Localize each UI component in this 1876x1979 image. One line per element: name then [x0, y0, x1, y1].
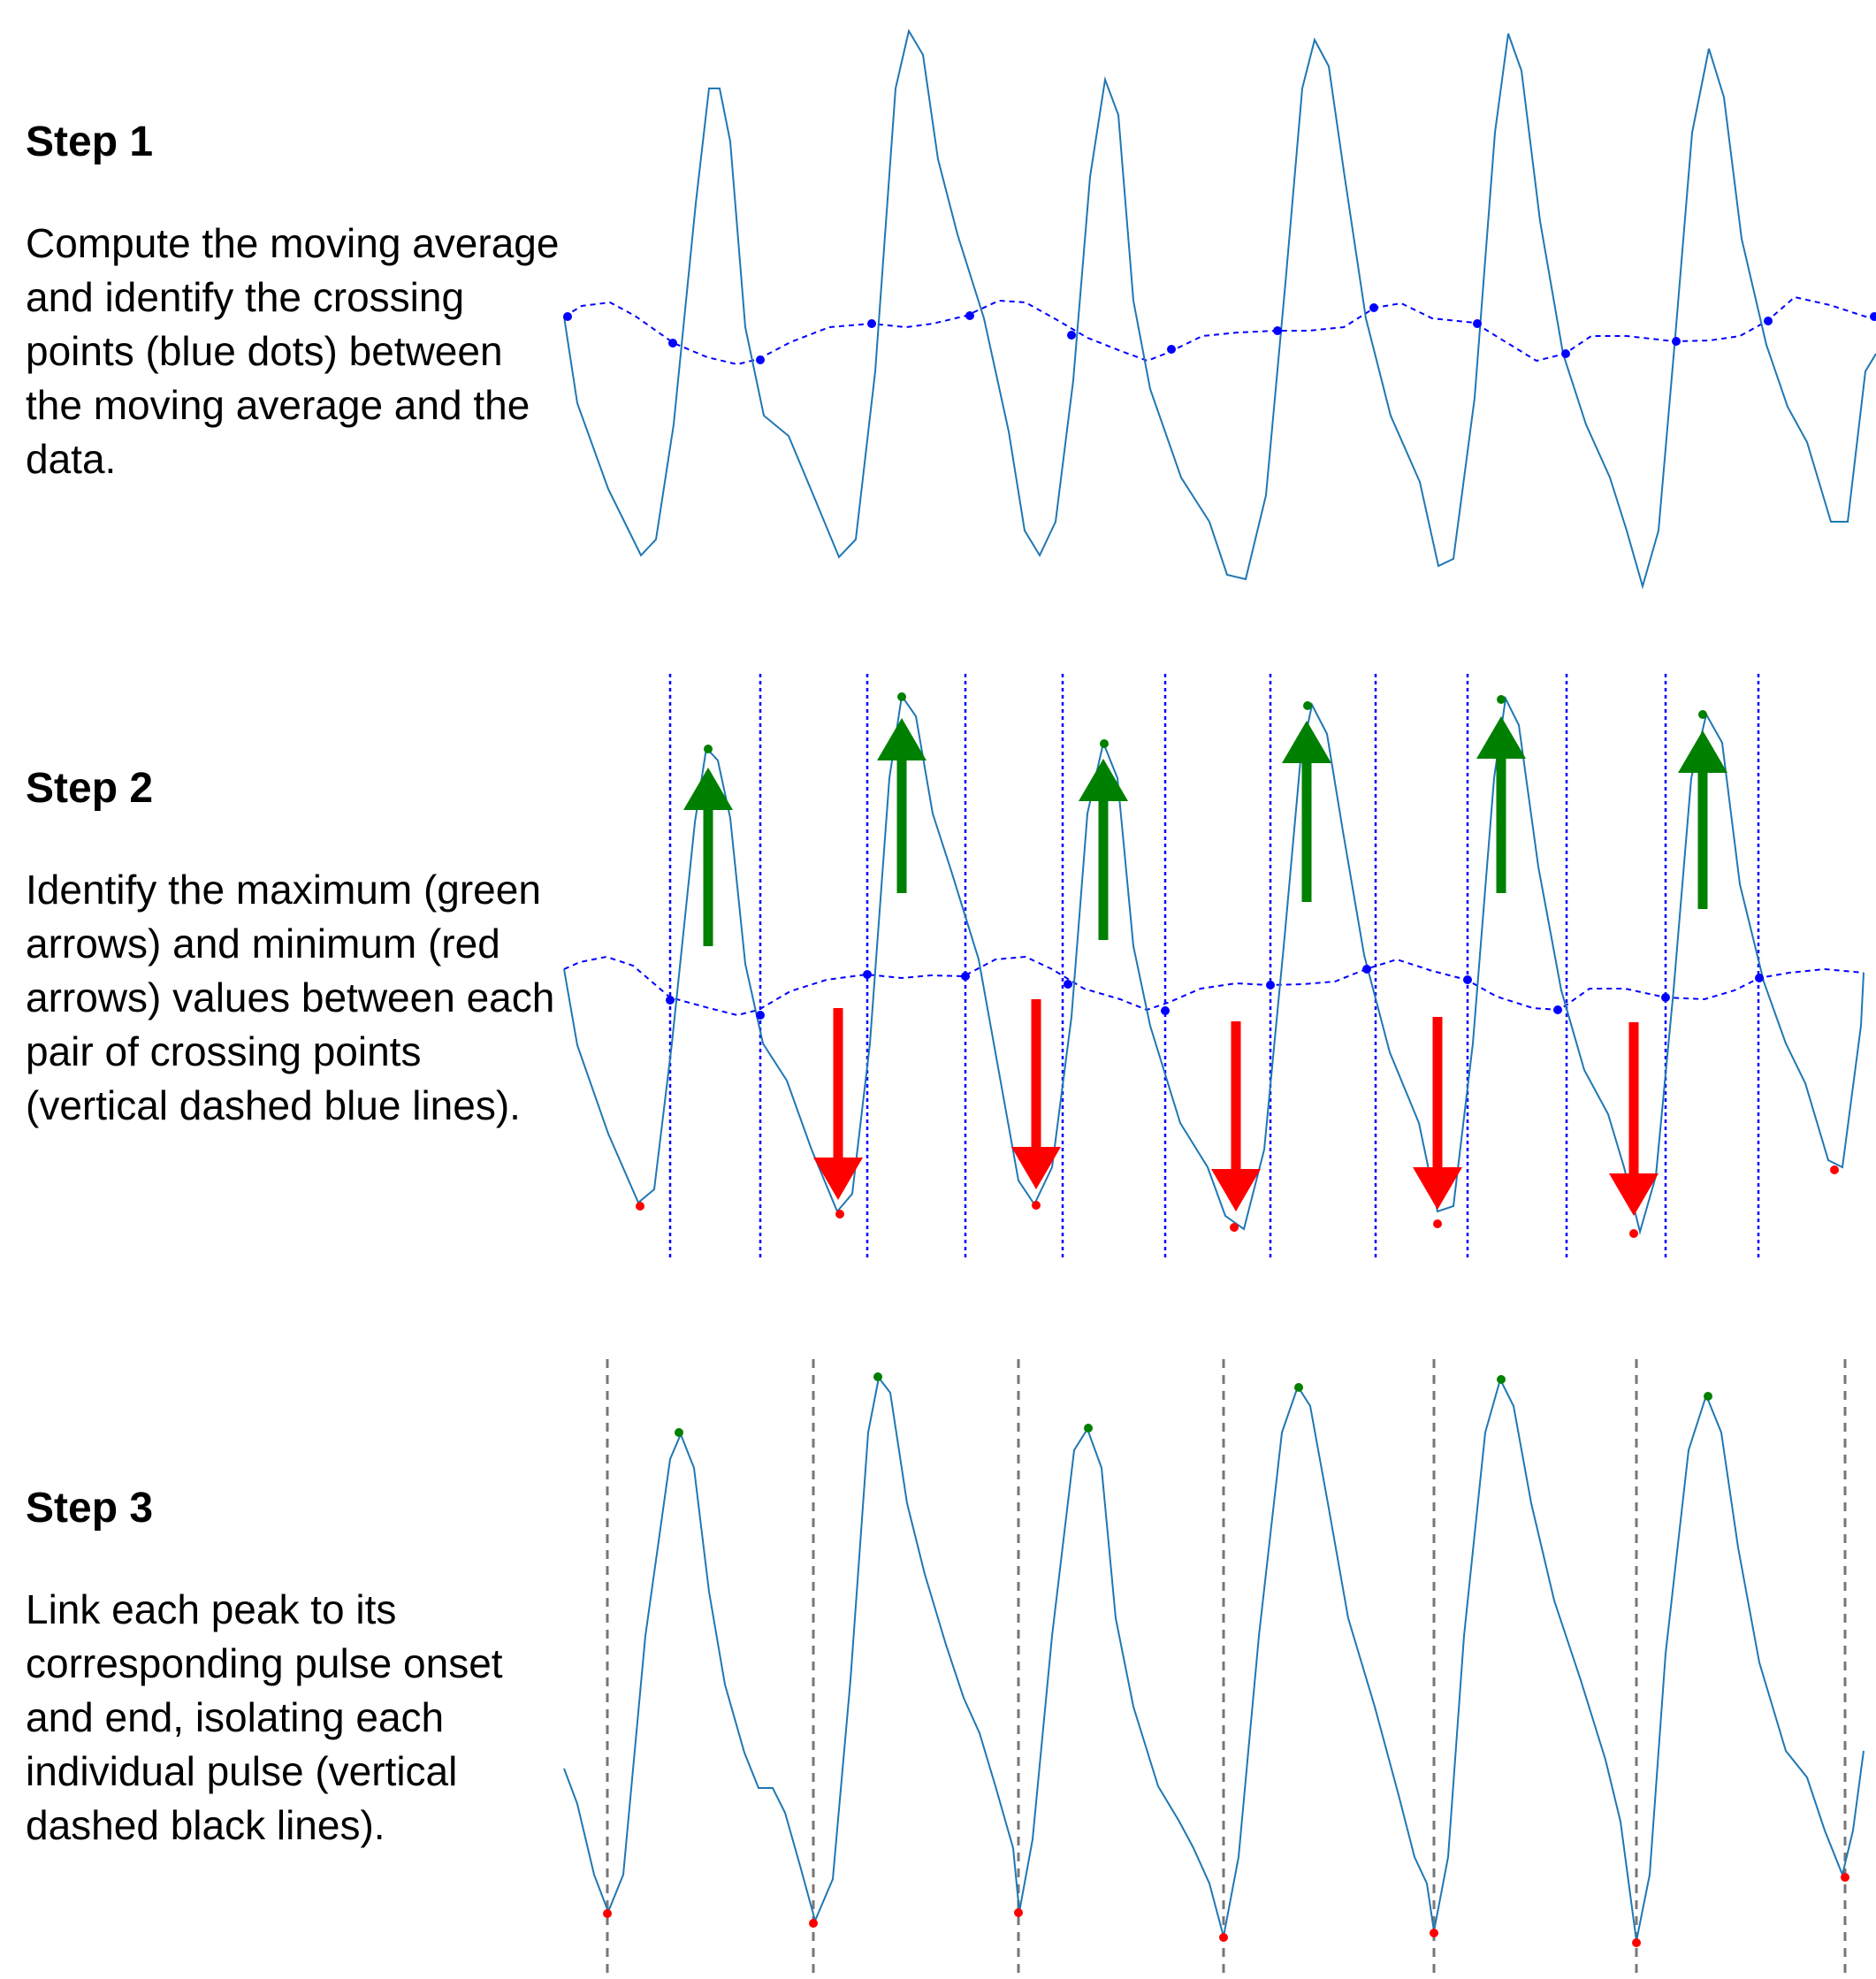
max-arrow-head	[1476, 716, 1526, 759]
peak-point	[675, 1428, 683, 1437]
step-2-block: Step 2 Identify the maximum (green arrow…	[26, 762, 569, 1133]
max-arrow-head	[1678, 730, 1727, 773]
min-arrow-head	[1609, 1173, 1659, 1216]
crossing-point	[1167, 345, 1176, 354]
max-arrow-head	[1282, 721, 1331, 763]
minimum-point	[1629, 1229, 1638, 1238]
signal-line	[563, 28, 1876, 590]
maximum-point	[704, 745, 713, 753]
crossing-point	[1161, 1006, 1170, 1015]
step-1-title: Step 1	[26, 118, 154, 165]
minimum-point	[1230, 1223, 1239, 1232]
onset-point	[809, 1919, 818, 1928]
crossing-point	[1369, 303, 1378, 312]
onset-point	[1632, 1938, 1641, 1947]
peak-point	[1084, 1424, 1093, 1433]
crossing-point	[1755, 974, 1764, 982]
minimum-point	[1032, 1201, 1041, 1210]
min-arrow-head	[1211, 1169, 1261, 1211]
crossing-point	[756, 355, 765, 364]
onset-point	[1841, 1873, 1849, 1882]
peak-point	[1294, 1383, 1303, 1392]
step-3-description: Link each peak to its corresponding puls…	[26, 1586, 503, 1848]
crossing-point	[1870, 312, 1876, 321]
step-1-plot	[563, 28, 1876, 590]
max-arrow-head	[683, 768, 733, 810]
crossing-point	[863, 970, 872, 979]
min-arrow-head	[1011, 1147, 1061, 1189]
signal-line	[563, 1375, 1865, 1942]
crossing-point	[1553, 1005, 1562, 1014]
moving-average-line	[563, 295, 1876, 366]
max-arrow-head	[877, 718, 927, 760]
crossing-point	[1473, 319, 1482, 328]
peak-point	[1497, 1375, 1506, 1384]
peak-point	[1704, 1392, 1712, 1401]
crossing-point	[1064, 980, 1072, 989]
step-1-block: Step 1 Compute the moving average and id…	[26, 116, 569, 486]
crossing-point	[1661, 993, 1670, 1002]
crossing-point	[965, 311, 974, 320]
maximum-point	[1100, 739, 1109, 748]
crossing-point	[1672, 337, 1681, 346]
step-3-title: Step 3	[26, 1485, 154, 1532]
crossing-point	[1266, 981, 1275, 990]
minimum-point	[1830, 1165, 1839, 1174]
step-3-plot	[563, 1359, 1865, 1979]
onset-point	[1014, 1908, 1023, 1917]
step-2-plot	[563, 674, 1865, 1260]
signal-line	[563, 693, 1865, 1235]
step-2-title: Step 2	[26, 765, 154, 812]
minimum-point	[636, 1202, 644, 1211]
crossing-point	[668, 339, 677, 348]
minimum-point	[835, 1210, 844, 1219]
crossing-point	[1764, 317, 1773, 325]
min-arrow-head	[813, 1158, 863, 1200]
step-1-description: Compute the moving average and identify …	[26, 220, 560, 482]
minimum-point	[1433, 1219, 1442, 1228]
crossing-point	[1273, 326, 1282, 335]
maximum-point	[1303, 701, 1312, 710]
maximum-point	[1497, 695, 1506, 704]
crossing-point	[867, 319, 876, 328]
max-arrow-head	[1079, 759, 1128, 801]
min-arrow-head	[1413, 1167, 1462, 1210]
crossing-point	[666, 996, 675, 1005]
crossing-point	[1561, 349, 1570, 358]
crossing-point	[961, 972, 970, 981]
maximum-point	[1698, 710, 1707, 719]
maximum-point	[897, 692, 906, 701]
onset-point	[1430, 1929, 1438, 1937]
step-2-description: Identify the maximum (green arrows) and …	[26, 867, 555, 1128]
moving-average-line	[563, 955, 1865, 1017]
crossing-point	[563, 312, 572, 321]
crossing-point	[1362, 965, 1371, 974]
crossing-point	[756, 1011, 765, 1020]
crossing-point	[1067, 331, 1076, 340]
peak-point	[873, 1372, 882, 1381]
onset-point	[1219, 1933, 1228, 1942]
onset-point	[603, 1909, 612, 1918]
crossing-point	[1463, 975, 1472, 984]
step-3-block: Step 3 Link each peak to its correspondi…	[26, 1482, 569, 1853]
